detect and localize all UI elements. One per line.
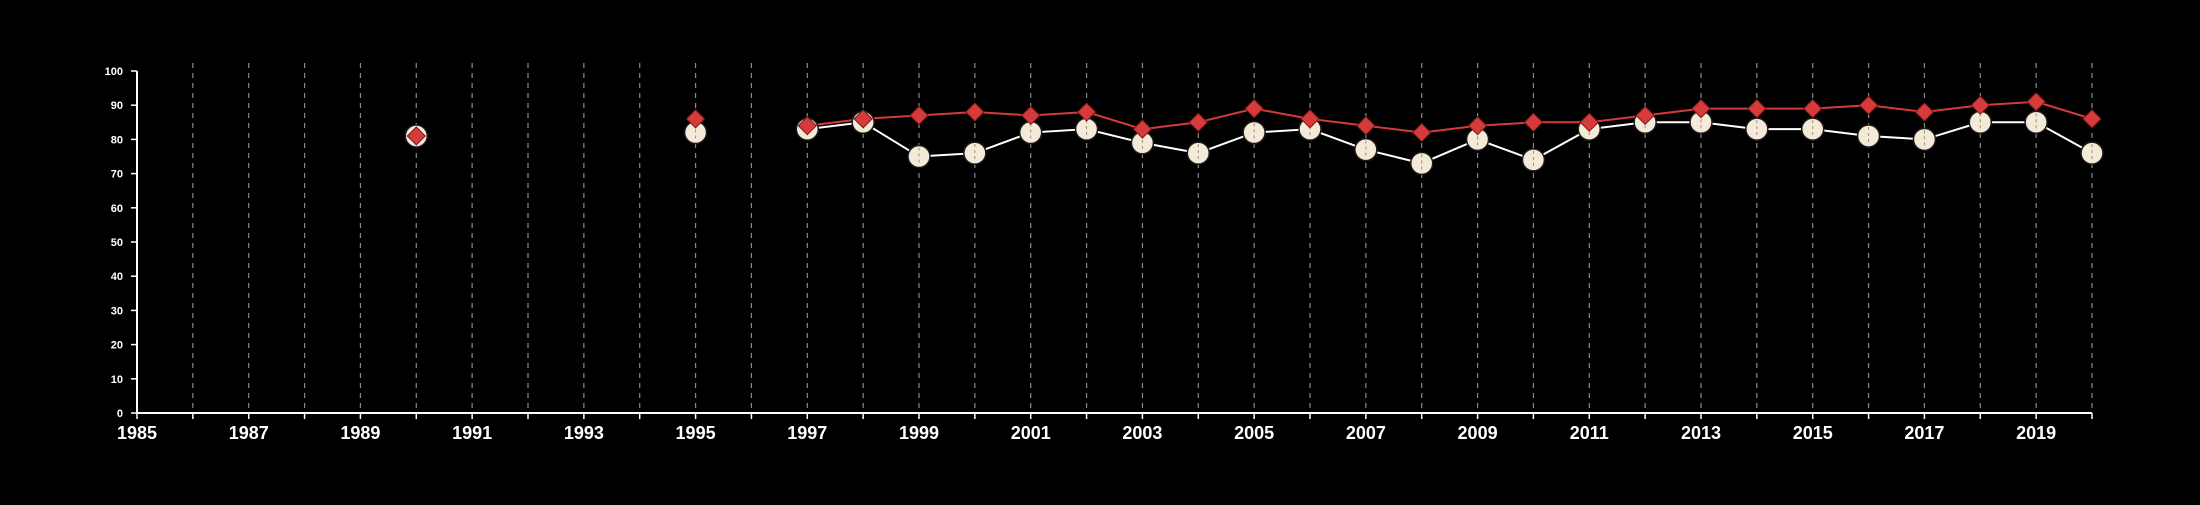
data-point-diamond-2002 — [1076, 102, 1097, 122]
data-point-diamond-2003 — [1132, 119, 1153, 139]
y-tick-label: 40 — [111, 271, 123, 283]
x-tick-label: 2009 — [1458, 423, 1498, 443]
y-tick-label: 30 — [111, 305, 123, 317]
y-tick-label: 70 — [111, 169, 123, 181]
data-point-diamond-2004 — [1188, 112, 1208, 133]
gridlines — [192, 63, 2093, 413]
data-point-diamond-2018 — [1970, 95, 1990, 115]
y-tick-label: 50 — [111, 237, 123, 249]
axes: 0 10 20 30 40 50 60 70 80 90 100 1985 1987 1989 1991 19… — [105, 66, 2093, 443]
data-point-diamond-1990 — [406, 126, 426, 146]
y-tick-label: 80 — [111, 134, 123, 146]
y-tick-label: 100 — [105, 66, 123, 78]
y-tick-label: 10 — [111, 374, 123, 386]
series — [404, 92, 2104, 176]
x-tick-label: 2017 — [1904, 423, 1944, 443]
data-point-diamond-2014 — [1747, 98, 1767, 119]
data-point-diamond-1995 — [685, 109, 706, 129]
x-tick-label: 1993 — [564, 423, 604, 443]
data-point-diamond-2013 — [1691, 98, 1711, 119]
data-point-diamond-2012 — [1635, 105, 1655, 126]
y-tick-label: 20 — [111, 340, 123, 352]
series-1-line — [807, 100, 2093, 134]
data-point-diamond-2007 — [1356, 116, 1376, 136]
data-point-diamond-2017 — [1914, 102, 1935, 122]
series-1-markers — [406, 92, 2102, 146]
y-tick-label: 60 — [111, 203, 123, 215]
data-point-diamond-2010 — [1523, 112, 1544, 133]
x-tick-label: 2013 — [1681, 423, 1721, 443]
data-point-diamond-2016 — [1858, 95, 1879, 115]
x-tick-label: 2007 — [1346, 423, 1386, 443]
x-tick-label: 1987 — [229, 423, 269, 443]
x-tick-label: 1997 — [787, 423, 827, 443]
y-tick-label: 0 — [117, 408, 123, 420]
data-point-diamond-2020 — [2082, 109, 2102, 129]
data-point-diamond-2005 — [1244, 98, 1264, 119]
data-point-diamond-2001 — [1021, 105, 1041, 126]
data-point-diamond-2011 — [1579, 112, 1599, 133]
x-tick-label: 1999 — [899, 423, 939, 443]
x-tick-label: 2011 — [1570, 423, 1609, 443]
x-tick-label: 2019 — [2016, 423, 2056, 443]
x-tick-label: 2001 — [1011, 423, 1051, 443]
x-tick-label: 2003 — [1122, 423, 1162, 443]
x-tick-label: 2005 — [1234, 423, 1274, 443]
data-point-diamond-2009 — [1467, 116, 1488, 136]
x-tick-label: 1995 — [676, 423, 716, 443]
data-point-diamond-2015 — [1803, 98, 1823, 119]
data-point-diamond-2006 — [1300, 109, 1320, 129]
data-point-diamond-1997 — [797, 116, 817, 136]
x-tick-label: 1991 — [452, 423, 492, 443]
x-tick-label: 1985 — [117, 423, 157, 443]
data-point-diamond-2019 — [2026, 92, 2046, 112]
series-1-segment — [807, 100, 2093, 134]
data-point-diamond-1999 — [909, 105, 929, 126]
data-point-diamond-2008 — [1412, 122, 1432, 143]
y-tick-label: 90 — [111, 100, 123, 112]
data-point-diamond-2000 — [965, 102, 985, 122]
data-point-diamond-1998 — [853, 109, 873, 129]
x-tick-label: 2015 — [1793, 423, 1833, 443]
x-tick-label: 1989 — [340, 423, 380, 443]
